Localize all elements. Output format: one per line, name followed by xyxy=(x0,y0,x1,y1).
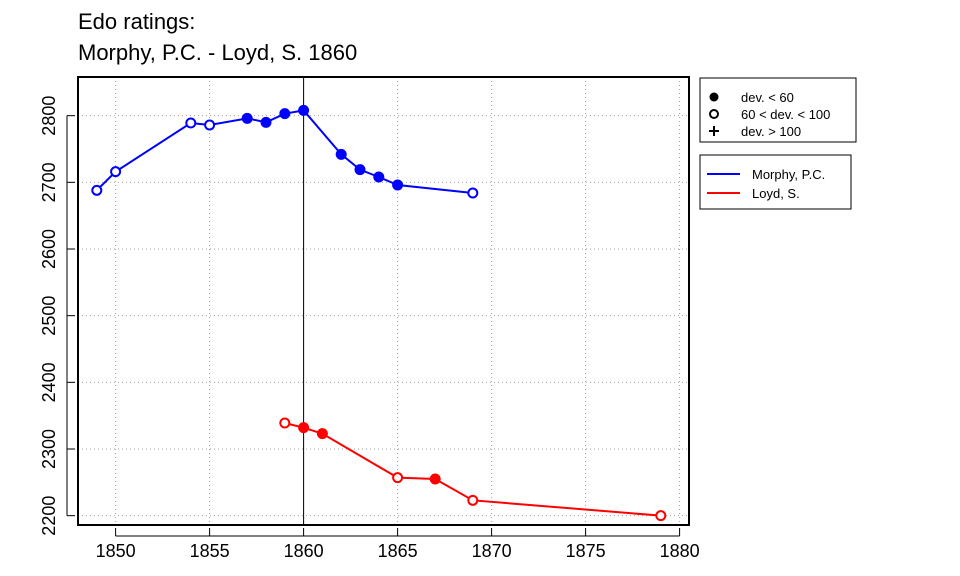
y-tick-label: 2500 xyxy=(39,296,59,336)
data-point xyxy=(316,428,328,440)
data-point xyxy=(335,148,347,160)
marker-legend-label: dev. < 60 xyxy=(741,90,794,105)
data-point xyxy=(429,473,441,485)
data-point xyxy=(185,117,197,129)
data-point xyxy=(467,494,479,506)
x-tick-label: 1865 xyxy=(378,541,418,561)
series-group xyxy=(91,104,667,522)
x-tick-label: 1875 xyxy=(566,541,606,561)
legend-marker-plus xyxy=(709,126,719,136)
marker-legend-box xyxy=(699,77,857,143)
data-point xyxy=(467,187,479,199)
data-point xyxy=(279,417,291,429)
series-legend-label: Morphy, P.C. xyxy=(752,167,825,182)
y-tick-label: 2800 xyxy=(39,96,59,136)
legend-group: dev. < 60 60 < dev. < 100 dev. > 100 Morphy… xyxy=(699,77,857,210)
marker-legend-label: 60 < dev. < 100 xyxy=(741,107,830,122)
legend-marker-filled xyxy=(709,92,719,102)
x-tick-label: 1855 xyxy=(190,541,230,561)
grid-lines xyxy=(78,77,689,525)
chart-title: Edo ratings: xyxy=(78,9,195,34)
marker-legend-label: dev. > 100 xyxy=(741,124,801,139)
data-point xyxy=(354,164,366,176)
data-point xyxy=(241,112,253,124)
chart-subtitle: Morphy, P.C. - Loyd, S. 1860 xyxy=(78,40,357,65)
x-tick-label: 1860 xyxy=(284,541,324,561)
data-point xyxy=(373,171,385,183)
x-tick-label: 1880 xyxy=(660,541,700,561)
y-tick-label: 2200 xyxy=(39,496,59,536)
data-point xyxy=(655,510,667,522)
x-tick-label: 1870 xyxy=(472,541,512,561)
data-point xyxy=(204,119,216,131)
y-tick-label: 2300 xyxy=(39,429,59,469)
axes-group: 1850 1855 1860 1865 1870 1875 1880 2200 2300 2400… xyxy=(39,96,700,561)
y-tick-label: 2700 xyxy=(39,162,59,202)
y-tick-label: 2400 xyxy=(39,362,59,402)
data-point xyxy=(392,179,404,191)
series-line xyxy=(96,109,473,194)
data-point xyxy=(110,166,122,178)
data-point xyxy=(260,116,272,128)
series-legend-label: Loyd, S. xyxy=(752,186,800,201)
legend-marker-open xyxy=(709,109,719,119)
series-legend-box xyxy=(699,154,852,210)
data-point xyxy=(91,184,103,196)
data-point xyxy=(298,422,310,434)
data-point xyxy=(279,108,291,120)
x-tick-label: 1850 xyxy=(96,541,136,561)
data-point xyxy=(298,104,310,116)
y-tick-label: 2600 xyxy=(39,229,59,269)
data-point xyxy=(392,472,404,484)
plot-frame xyxy=(77,76,690,526)
